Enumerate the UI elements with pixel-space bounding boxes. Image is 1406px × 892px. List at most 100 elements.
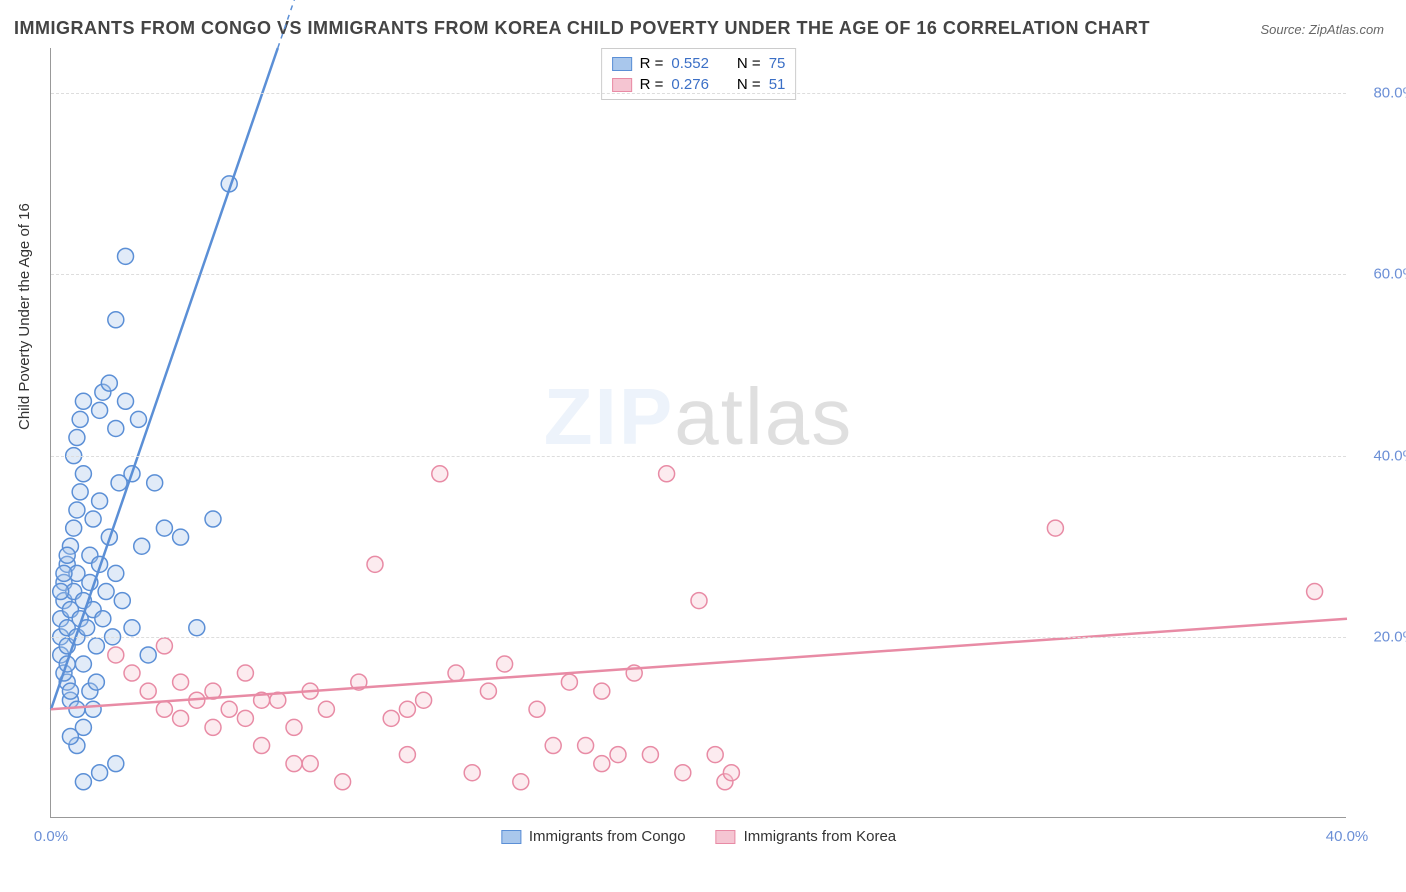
data-point	[114, 593, 130, 609]
data-point	[92, 493, 108, 509]
data-point	[642, 747, 658, 763]
data-point	[659, 466, 675, 482]
legend-swatch	[612, 57, 632, 71]
data-point	[286, 756, 302, 772]
legend-swatch	[501, 830, 521, 844]
legend-series: Immigrants from Congo Immigrants from Kor…	[501, 828, 896, 845]
data-point	[480, 683, 496, 699]
data-point	[383, 710, 399, 726]
data-point	[1307, 584, 1323, 600]
chart-container: IMMIGRANTS FROM CONGO VS IMMIGRANTS FROM…	[0, 0, 1406, 892]
data-point	[286, 719, 302, 735]
chart-svg	[51, 48, 1346, 817]
legend-series-label: Immigrants from Korea	[744, 828, 897, 845]
data-point	[108, 565, 124, 581]
legend-r-label: R =	[640, 76, 664, 93]
data-point	[69, 430, 85, 446]
plot-area: ZIPatlas R =0.552N =75R =0.276N =51 Immi…	[50, 48, 1346, 818]
data-point	[254, 738, 270, 754]
data-point	[691, 593, 707, 609]
data-point	[594, 683, 610, 699]
grid-line	[51, 93, 1346, 94]
legend-swatch	[612, 78, 632, 92]
data-point	[464, 765, 480, 781]
data-point	[156, 638, 172, 654]
data-point	[108, 420, 124, 436]
data-point	[432, 466, 448, 482]
legend-correlation: R =0.552N =75R =0.276N =51	[601, 48, 797, 100]
data-point	[173, 674, 189, 690]
legend-row: R =0.276N =51	[612, 74, 786, 95]
data-point	[367, 556, 383, 572]
data-point	[399, 701, 415, 717]
data-point	[124, 620, 140, 636]
legend-r-label: R =	[640, 55, 664, 72]
data-point	[416, 692, 432, 708]
data-point	[75, 774, 91, 790]
data-point	[88, 674, 104, 690]
data-point	[723, 765, 739, 781]
data-point	[66, 520, 82, 536]
data-point	[140, 647, 156, 663]
data-point	[399, 747, 415, 763]
legend-row: R = 0.552 N = 75	[612, 53, 786, 74]
grid-line	[51, 274, 1346, 275]
legend-n-value: 51	[769, 76, 786, 93]
data-point	[88, 638, 104, 654]
y-tick-label: 20.0%	[1373, 628, 1406, 645]
data-point	[101, 375, 117, 391]
data-point	[513, 774, 529, 790]
grid-line	[51, 637, 1346, 638]
data-point	[53, 584, 69, 600]
data-point	[85, 511, 101, 527]
data-point	[134, 538, 150, 554]
data-point	[610, 747, 626, 763]
data-point	[335, 774, 351, 790]
data-point	[302, 756, 318, 772]
data-point	[675, 765, 691, 781]
data-point	[72, 484, 88, 500]
y-tick-label: 60.0%	[1373, 266, 1406, 283]
data-point	[545, 738, 561, 754]
data-point	[561, 674, 577, 690]
x-tick-label: 40.0%	[1326, 828, 1369, 845]
data-point	[69, 502, 85, 518]
data-point	[92, 765, 108, 781]
data-point	[707, 747, 723, 763]
trend-line	[51, 48, 278, 709]
data-point	[95, 611, 111, 627]
data-point	[56, 565, 72, 581]
legend-series-item: Immigrants from Congo	[501, 828, 686, 845]
data-point	[221, 701, 237, 717]
legend-series-item: Immigrants from Korea	[716, 828, 897, 845]
legend-series-label: Immigrants from Congo	[529, 828, 686, 845]
legend-n-label: N =	[737, 55, 761, 72]
legend-n-label: N =	[737, 76, 761, 93]
data-point	[69, 701, 85, 717]
legend-swatch	[716, 830, 736, 844]
data-point	[72, 411, 88, 427]
data-point	[205, 719, 221, 735]
data-point	[156, 520, 172, 536]
data-point	[189, 620, 205, 636]
y-tick-label: 40.0%	[1373, 447, 1406, 464]
data-point	[75, 393, 91, 409]
data-point	[85, 701, 101, 717]
data-point	[108, 756, 124, 772]
legend-r-value: 0.552	[671, 55, 709, 72]
data-point	[124, 665, 140, 681]
data-point	[147, 475, 163, 491]
y-tick-label: 80.0%	[1373, 85, 1406, 102]
data-point	[75, 466, 91, 482]
data-point	[237, 665, 253, 681]
legend-n-value: 75	[769, 55, 786, 72]
data-point	[318, 701, 334, 717]
data-point	[98, 584, 114, 600]
data-point	[108, 312, 124, 328]
data-point	[59, 547, 75, 563]
data-point	[92, 402, 108, 418]
data-point	[1047, 520, 1063, 536]
data-point	[108, 647, 124, 663]
data-point	[118, 393, 134, 409]
data-point	[75, 656, 91, 672]
